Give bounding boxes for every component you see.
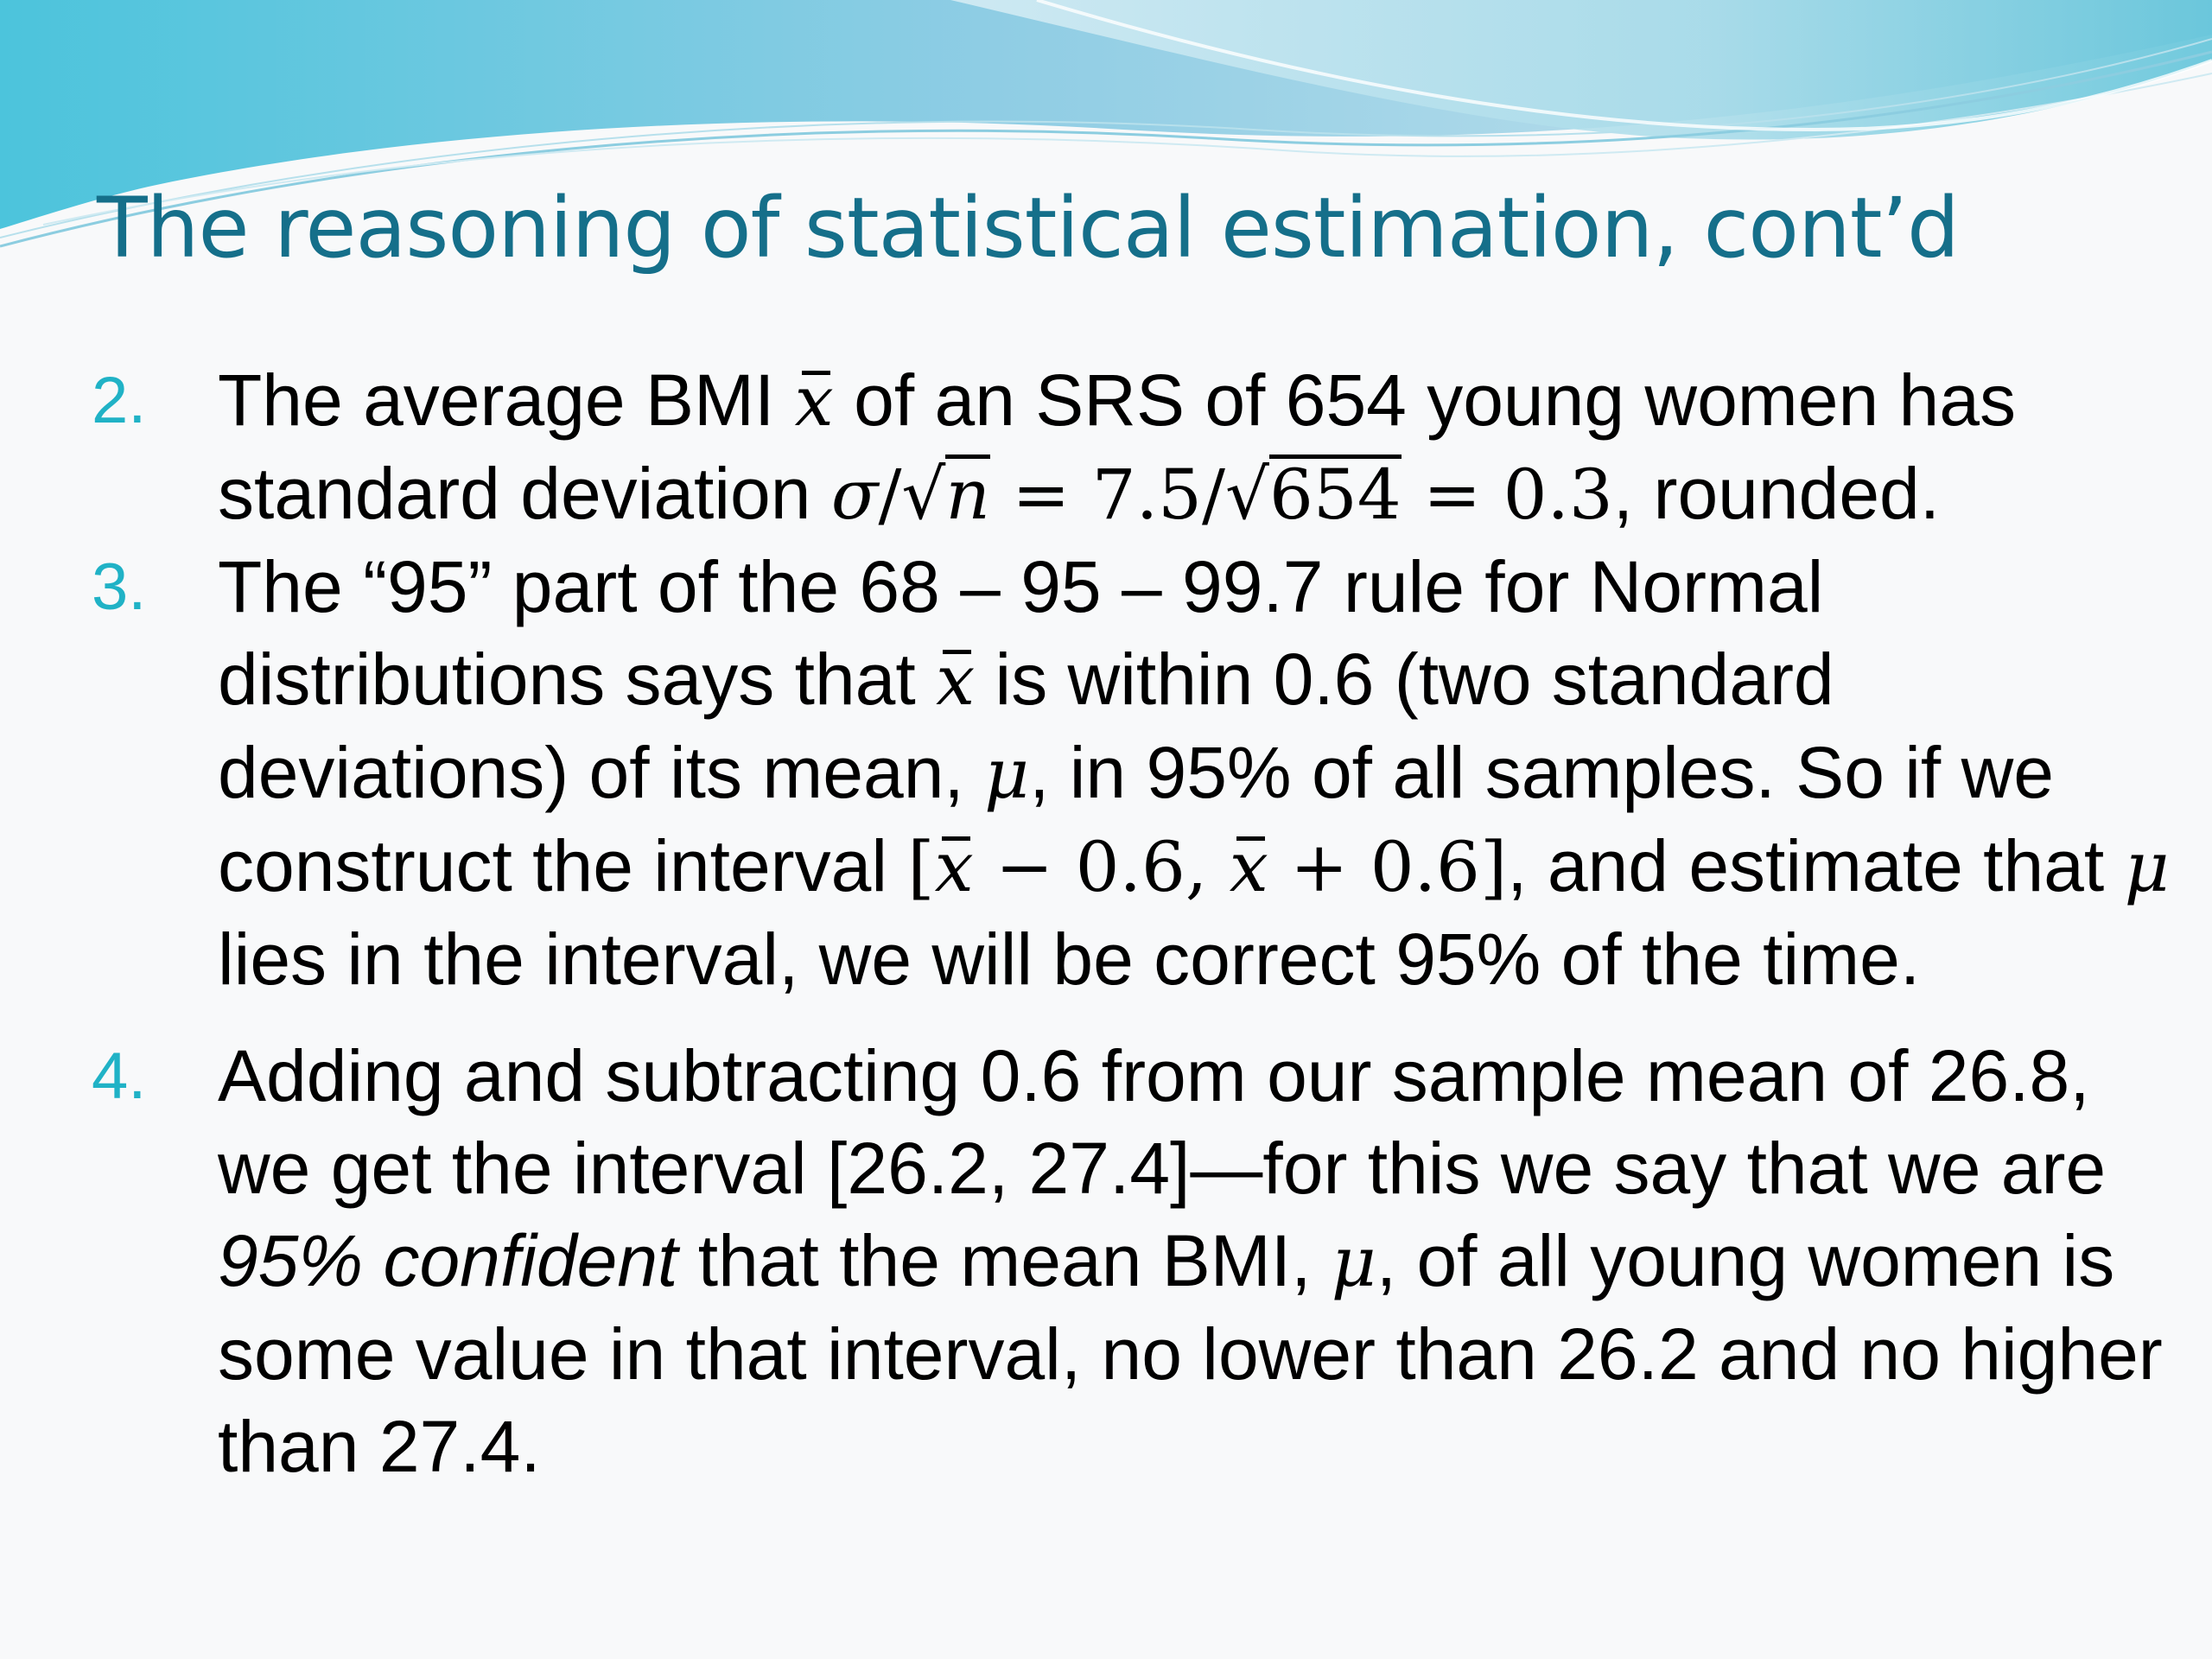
text: is within 0.6 (two standard deviations) …: [218, 639, 1834, 813]
text: The “95” part of the 68 – 95 – 99.7 rule…: [218, 546, 1824, 720]
decorative-wave-banner: [0, 0, 2212, 248]
text: of an SRS of 654 young women has standar…: [218, 359, 2016, 534]
x-bar-symbol: x: [1230, 821, 1268, 913]
text: lies in the interval, we will be correct…: [218, 918, 1921, 1000]
equation-part: = 7.5/: [989, 454, 1225, 535]
list-item-3: 3. The “95” part of the 68 – 95 – 99.7 r…: [0, 541, 2212, 1006]
text: , rounded.: [1612, 453, 1941, 534]
text: , in 95% of all samples. So if we constr…: [218, 732, 2054, 906]
text: , of all young women is some value in th…: [218, 1220, 2163, 1487]
emphasis-text: 95% confident: [218, 1220, 678, 1301]
sqrt-n: √n: [901, 448, 990, 541]
n-symbol: n: [945, 454, 990, 535]
list-number: 4.: [92, 1039, 147, 1113]
slide-title: The reasoning of statistical estimation,…: [97, 180, 1960, 276]
list-number: 2.: [92, 364, 147, 437]
slash: /: [878, 454, 902, 535]
mu-symbol: μ: [2124, 827, 2170, 907]
interval-minus: − 0.6,: [973, 827, 1230, 907]
interval-open: [: [907, 827, 935, 907]
mu-symbol: μ: [1331, 1222, 1376, 1302]
list-item-4: 4. Adding and subtracting 0.6 from our s…: [0, 1030, 2212, 1493]
equation-part: = 0.3: [1401, 454, 1613, 535]
list-number: 3.: [92, 550, 147, 624]
x-bar-symbol: x: [795, 355, 834, 448]
sqrt-654: √654: [1225, 448, 1402, 541]
text: that the mean BMI,: [677, 1220, 1332, 1301]
sqrt-value: 654: [1268, 454, 1402, 535]
x-bar-symbol: x: [936, 634, 975, 727]
sqrt-sign: √: [1224, 454, 1269, 535]
interval-plus: + 0.6]: [1268, 827, 1508, 907]
list-item-2: 2. The average BMI x of an SRS of 654 yo…: [0, 354, 2212, 541]
sigma-symbol: σ: [830, 454, 879, 535]
text: The average BMI: [218, 359, 795, 441]
sqrt-sign: √: [901, 454, 946, 535]
mu-symbol: μ: [984, 734, 1030, 814]
text: Adding and subtracting 0.6 from our samp…: [218, 1035, 2107, 1209]
text: , and estimate that: [1507, 825, 2125, 906]
numbered-list: 2. The average BMI x of an SRS of 654 yo…: [0, 354, 2212, 1493]
x-bar-symbol: x: [935, 821, 974, 913]
